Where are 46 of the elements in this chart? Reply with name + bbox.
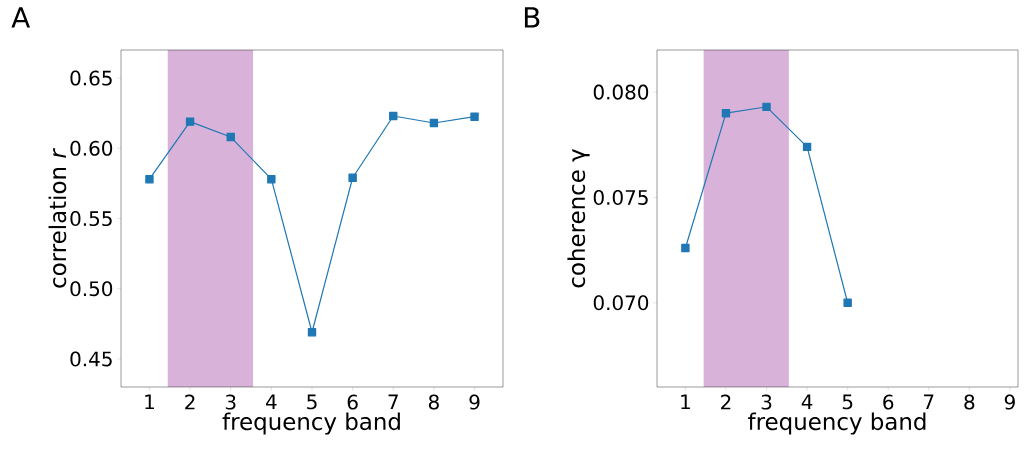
point (145, 174, 154, 184)
y-tick-label: 0.075 (593, 189, 648, 205)
y-tick-label: 0.080 (593, 84, 649, 100)
point (762, 102, 771, 112)
x-tick-label: 4 (801, 394, 813, 410)
y-tick-label: 0.60 (70, 140, 113, 156)
chart-title: B (524, 7, 540, 28)
x-tick-label: 7 (388, 394, 398, 410)
point (843, 298, 852, 307)
x-tick-label: 5 (307, 394, 317, 410)
x-tick-label: 4 (265, 394, 277, 410)
x-tick-label: 8 (964, 394, 975, 410)
point (470, 112, 479, 121)
x-tick-label: 1 (681, 394, 690, 410)
point (307, 328, 317, 337)
point (681, 243, 690, 253)
point (226, 132, 235, 142)
x-tick-label: 6 (347, 394, 358, 410)
y-tick-label: 0.65 (70, 70, 112, 86)
x-axis-title: frequency band (748, 412, 926, 435)
x-tick-label: 2 (721, 394, 731, 410)
x-tick-label: 2 (185, 394, 195, 410)
y-axis-title: coherence γ (567, 149, 590, 288)
x-tick-label: 5 (842, 394, 853, 410)
point (429, 118, 439, 128)
x-tick-label: 9 (469, 394, 480, 410)
y-tick-label: 0.45 (70, 351, 112, 367)
y-tick-label: 0.55 (70, 210, 112, 227)
y-tick-label: 0.50 (70, 281, 113, 297)
chart-title: A (11, 7, 31, 28)
x-tick-label: 3 (225, 394, 236, 410)
x-tick-label: 9 (1004, 394, 1015, 410)
point (267, 174, 276, 184)
x-tick-label: 7 (924, 394, 934, 410)
x-tick-label: 6 (883, 394, 894, 410)
x-tick-label: 3 (761, 394, 772, 410)
point (721, 108, 731, 118)
x-tick-label: 8 (428, 394, 439, 410)
point (802, 142, 812, 152)
point (348, 173, 357, 182)
point (389, 111, 398, 121)
y-tick-label: 0.070 (593, 295, 649, 311)
x-axis-title: frequency band (222, 412, 400, 435)
x-tick-label: 1 (145, 394, 154, 410)
y-axis-title: correlation r (48, 148, 67, 288)
point (185, 117, 195, 126)
